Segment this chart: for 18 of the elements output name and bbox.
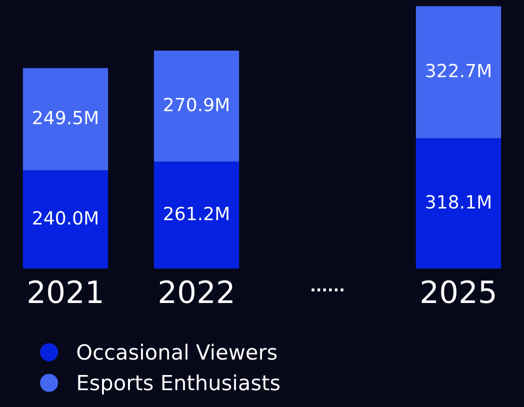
data-label: 318.1M xyxy=(426,195,490,209)
bar xyxy=(22,68,108,170)
legend-label: Occasional Viewers xyxy=(77,344,277,360)
bar xyxy=(22,170,108,269)
x-tick-label: 2022 xyxy=(160,280,232,304)
x-tick-label: ...... xyxy=(312,288,344,292)
bar xyxy=(416,138,502,269)
bar xyxy=(416,6,502,138)
x-tick-label: 2021 xyxy=(28,280,102,304)
data-label: 249.5M xyxy=(33,110,98,124)
bar xyxy=(154,50,240,162)
bar xyxy=(154,162,240,269)
x-tick-label: 2025 xyxy=(422,280,495,304)
data-label: 261.2M xyxy=(164,206,228,220)
data-label: 270.9M xyxy=(164,98,228,112)
legend-label: Esports Enthusiasts xyxy=(78,374,280,394)
data-label: 322.7M xyxy=(426,64,490,78)
data-label: 240.0M xyxy=(33,211,98,225)
